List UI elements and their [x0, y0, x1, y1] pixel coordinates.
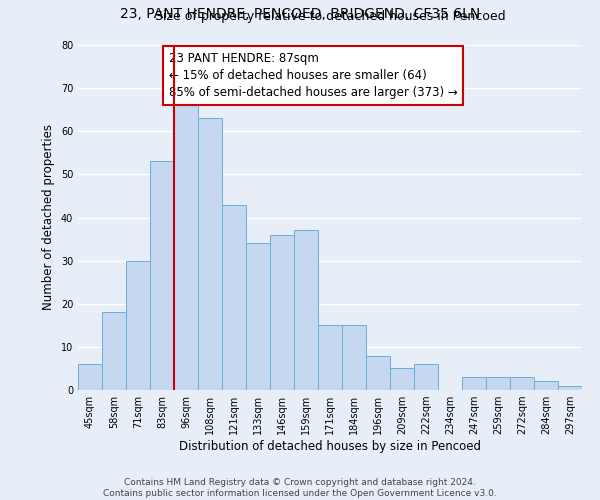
Bar: [246, 244, 270, 390]
Text: 23 PANT HENDRE: 87sqm
← 15% of detached houses are smaller (64)
85% of semi-deta: 23 PANT HENDRE: 87sqm ← 15% of detached …: [169, 52, 457, 99]
Bar: [342, 326, 366, 390]
Bar: [174, 106, 198, 390]
Bar: [222, 204, 246, 390]
Title: Size of property relative to detached houses in Pencoed: Size of property relative to detached ho…: [155, 10, 505, 23]
Bar: [462, 377, 486, 390]
Text: 23, PANT HENDRE, PENCOED, BRIDGEND, CF35 6LN: 23, PANT HENDRE, PENCOED, BRIDGEND, CF35…: [120, 8, 480, 22]
Bar: [198, 118, 222, 390]
Bar: [78, 364, 102, 390]
Bar: [270, 235, 294, 390]
Bar: [486, 377, 510, 390]
Bar: [126, 260, 150, 390]
Bar: [510, 377, 534, 390]
Y-axis label: Number of detached properties: Number of detached properties: [42, 124, 55, 310]
Bar: [150, 162, 174, 390]
Bar: [102, 312, 126, 390]
Bar: [366, 356, 390, 390]
Bar: [390, 368, 414, 390]
X-axis label: Distribution of detached houses by size in Pencoed: Distribution of detached houses by size …: [179, 440, 481, 453]
Bar: [534, 382, 558, 390]
Bar: [414, 364, 438, 390]
Bar: [294, 230, 318, 390]
Bar: [558, 386, 582, 390]
Bar: [318, 326, 342, 390]
Text: Contains HM Land Registry data © Crown copyright and database right 2024.
Contai: Contains HM Land Registry data © Crown c…: [103, 478, 497, 498]
